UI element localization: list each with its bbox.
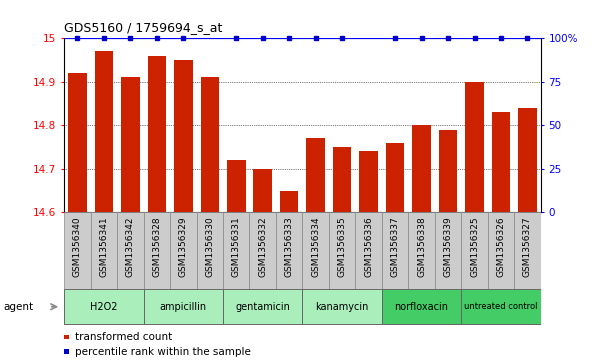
Bar: [90, 212, 117, 289]
Text: GSM1356326: GSM1356326: [497, 216, 505, 277]
Text: GSM1356332: GSM1356332: [258, 216, 267, 277]
Text: transformed count: transformed count: [75, 332, 172, 342]
Bar: [254, 169, 272, 212]
Text: GSM1356335: GSM1356335: [338, 216, 346, 277]
Text: GSM1356327: GSM1356327: [523, 216, 532, 277]
Text: norfloxacin: norfloxacin: [395, 302, 448, 312]
Text: GSM1356331: GSM1356331: [232, 216, 241, 277]
Bar: [435, 212, 461, 289]
Text: GSM1356341: GSM1356341: [100, 216, 108, 277]
Bar: [64, 350, 68, 354]
Bar: [408, 212, 435, 289]
Bar: [223, 212, 249, 289]
Bar: [144, 289, 223, 324]
Bar: [302, 212, 329, 289]
Bar: [488, 212, 514, 289]
Text: kanamycin: kanamycin: [315, 302, 369, 312]
Bar: [64, 289, 144, 324]
Text: GSM1356325: GSM1356325: [470, 216, 479, 277]
Bar: [174, 60, 192, 212]
Bar: [461, 212, 488, 289]
Bar: [412, 125, 431, 212]
Bar: [518, 108, 537, 212]
Bar: [64, 335, 68, 339]
Bar: [461, 289, 541, 324]
Text: agent: agent: [3, 302, 33, 312]
Text: gentamicin: gentamicin: [235, 302, 290, 312]
Bar: [333, 147, 351, 212]
Bar: [197, 212, 223, 289]
Text: GSM1356339: GSM1356339: [444, 216, 453, 277]
Bar: [439, 130, 458, 212]
Bar: [307, 138, 325, 212]
Bar: [64, 212, 90, 289]
Text: ampicillin: ampicillin: [159, 302, 207, 312]
Text: GSM1356338: GSM1356338: [417, 216, 426, 277]
Text: GSM1356328: GSM1356328: [152, 216, 161, 277]
Bar: [68, 73, 87, 212]
Bar: [276, 212, 302, 289]
Bar: [302, 289, 382, 324]
Bar: [170, 212, 197, 289]
Bar: [466, 82, 484, 212]
Text: GSM1356333: GSM1356333: [285, 216, 294, 277]
Text: GDS5160 / 1759694_s_at: GDS5160 / 1759694_s_at: [64, 21, 222, 34]
Text: untreated control: untreated control: [464, 302, 538, 311]
Text: GSM1356337: GSM1356337: [390, 216, 400, 277]
Bar: [249, 212, 276, 289]
Bar: [144, 212, 170, 289]
Bar: [514, 212, 541, 289]
Bar: [356, 212, 382, 289]
Text: GSM1356330: GSM1356330: [205, 216, 214, 277]
Bar: [227, 160, 246, 212]
Bar: [223, 289, 302, 324]
Text: GSM1356334: GSM1356334: [311, 216, 320, 277]
Bar: [95, 51, 113, 212]
Bar: [492, 112, 510, 212]
Text: GSM1356329: GSM1356329: [179, 216, 188, 277]
Bar: [386, 143, 404, 212]
Bar: [329, 212, 356, 289]
Text: H2O2: H2O2: [90, 302, 118, 312]
Text: GSM1356342: GSM1356342: [126, 216, 135, 277]
Bar: [280, 191, 299, 212]
Bar: [359, 151, 378, 212]
Text: GSM1356336: GSM1356336: [364, 216, 373, 277]
Bar: [117, 212, 144, 289]
Bar: [382, 212, 408, 289]
Text: GSM1356340: GSM1356340: [73, 216, 82, 277]
Bar: [382, 289, 461, 324]
Text: percentile rank within the sample: percentile rank within the sample: [75, 347, 251, 357]
Bar: [200, 77, 219, 212]
Bar: [121, 77, 140, 212]
Bar: [148, 56, 166, 212]
